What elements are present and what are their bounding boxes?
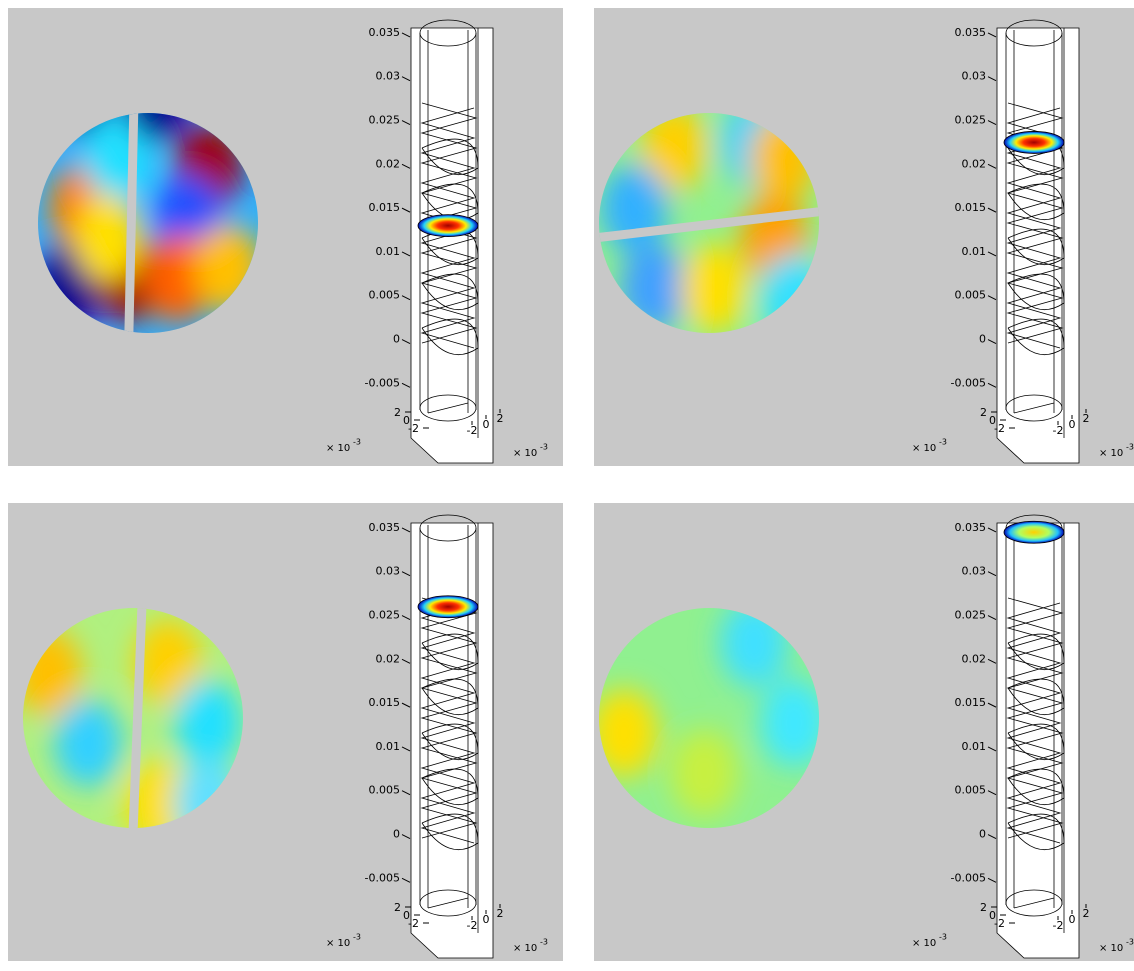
z-tick-label: 0.035	[955, 521, 987, 534]
panel: 0.035 0.03 0.025 0.02 0.015 0.01 0.005 0 -0.005 2…	[594, 8, 1134, 466]
column-face	[411, 28, 493, 463]
z-tick-label: 0.025	[955, 609, 987, 622]
y-tick-label: 0	[483, 418, 490, 431]
panel: 0.035 0.03 0.025 0.02 0.015 0.01 0.005 0 -0.005 2…	[590, 503, 1134, 961]
column	[997, 20, 1079, 463]
slice	[418, 596, 478, 618]
z-tick-label: -0.005	[365, 376, 400, 389]
slice	[1004, 131, 1064, 153]
z-tick-label: 0.01	[376, 740, 401, 753]
exponent: -3	[939, 438, 947, 447]
z-tick-label: 0.015	[955, 201, 987, 214]
z-tick-label: 0.03	[376, 565, 401, 578]
blob	[680, 244, 748, 332]
z-tick-label: 0.015	[369, 201, 401, 214]
column	[997, 515, 1079, 958]
column-face	[997, 523, 1079, 958]
y-tick-label: 2	[497, 907, 504, 920]
z-tick-label: 0	[393, 828, 400, 841]
exponent: -3	[540, 443, 548, 452]
z-tick-label: 0.035	[369, 26, 401, 39]
y-tick-label: 0	[483, 913, 490, 926]
blob	[174, 679, 242, 767]
z-tick-label: -0.005	[365, 871, 400, 884]
multiplier: × 10	[326, 443, 350, 454]
multiplier: × 10	[1099, 448, 1123, 459]
z-tick-label: 0.005	[955, 784, 987, 797]
x-tick-label: -2	[994, 422, 1005, 435]
y-tick-label: -2	[467, 424, 478, 437]
exponent: -3	[1126, 938, 1134, 947]
multiplier: × 10	[912, 938, 936, 949]
y-tick-label: 2	[497, 412, 504, 425]
z-tick-label: 0.01	[376, 245, 401, 258]
panel: 0.035 0.03 0.025 0.02 0.015 0.01 0.005 0 -0.005 2…	[8, 8, 563, 466]
panel: 0.035 0.03 0.025 0.02 0.015 0.01 0.005 0 -0.005 2…	[8, 503, 563, 961]
z-tick-label: 0.025	[369, 609, 401, 622]
z-tick-label: 0.015	[369, 696, 401, 709]
z-tick-label: 0.03	[962, 70, 987, 83]
column-face	[411, 523, 493, 958]
multiplier: × 10	[513, 943, 537, 954]
multiplier: × 10	[326, 938, 350, 949]
z-tick-label: 0.02	[376, 652, 401, 665]
y-tick-label: -2	[467, 919, 478, 932]
y-tick-label: -2	[1053, 424, 1064, 437]
z-tick-label: 0.005	[369, 289, 401, 302]
exponent: -3	[939, 933, 947, 942]
slice	[418, 215, 478, 237]
y-tick-label: 0	[1069, 913, 1076, 926]
y-tick-label: 2	[1083, 907, 1090, 920]
exponent: -3	[540, 938, 548, 947]
x-tick-label: 2	[394, 901, 401, 914]
y-tick-label: 0	[1069, 418, 1076, 431]
x-tick-label: -2	[408, 422, 419, 435]
z-tick-label: 0.03	[962, 565, 987, 578]
multiplier: × 10	[1099, 943, 1123, 954]
column	[411, 20, 493, 463]
exponent: -3	[1126, 443, 1134, 452]
z-tick-label: 0	[393, 333, 400, 346]
z-tick-label: 0.02	[962, 157, 987, 170]
blob	[54, 699, 122, 787]
blob	[670, 729, 738, 817]
z-tick-label: 0.03	[376, 70, 401, 83]
z-tick-label: 0.035	[369, 521, 401, 534]
z-tick-label: -0.005	[951, 871, 986, 884]
x-tick-label: 2	[980, 406, 987, 419]
z-tick-label: 0.025	[955, 114, 987, 127]
z-tick-label: 0.02	[962, 652, 987, 665]
z-tick-label: 0.02	[376, 157, 401, 170]
z-tick-label: 0.01	[962, 740, 987, 753]
exponent: -3	[353, 438, 361, 447]
y-tick-label: -2	[1053, 919, 1064, 932]
multiplier: × 10	[912, 443, 936, 454]
z-tick-label: 0.005	[955, 289, 987, 302]
z-tick-label: 0.025	[369, 114, 401, 127]
z-tick-label: 0.01	[962, 245, 987, 258]
x-tick-label: -2	[994, 917, 1005, 930]
slice	[1004, 521, 1064, 543]
column	[411, 515, 493, 958]
x-tick-label: -2	[408, 917, 419, 930]
y-tick-label: 2	[1083, 412, 1090, 425]
x-tick-label: 2	[980, 901, 987, 914]
exponent: -3	[353, 933, 361, 942]
x-tick-label: 2	[394, 406, 401, 419]
z-tick-label: -0.005	[951, 376, 986, 389]
z-tick-label: 0.035	[955, 26, 987, 39]
figure: 0.035 0.03 0.025 0.02 0.015 0.01 0.005 0 -0.005 2…	[0, 0, 1134, 967]
column-face	[997, 28, 1079, 463]
z-tick-label: 0.005	[369, 784, 401, 797]
z-tick-label: 0	[979, 828, 986, 841]
z-tick-label: 0	[979, 333, 986, 346]
z-tick-label: 0.015	[955, 696, 987, 709]
multiplier: × 10	[513, 448, 537, 459]
